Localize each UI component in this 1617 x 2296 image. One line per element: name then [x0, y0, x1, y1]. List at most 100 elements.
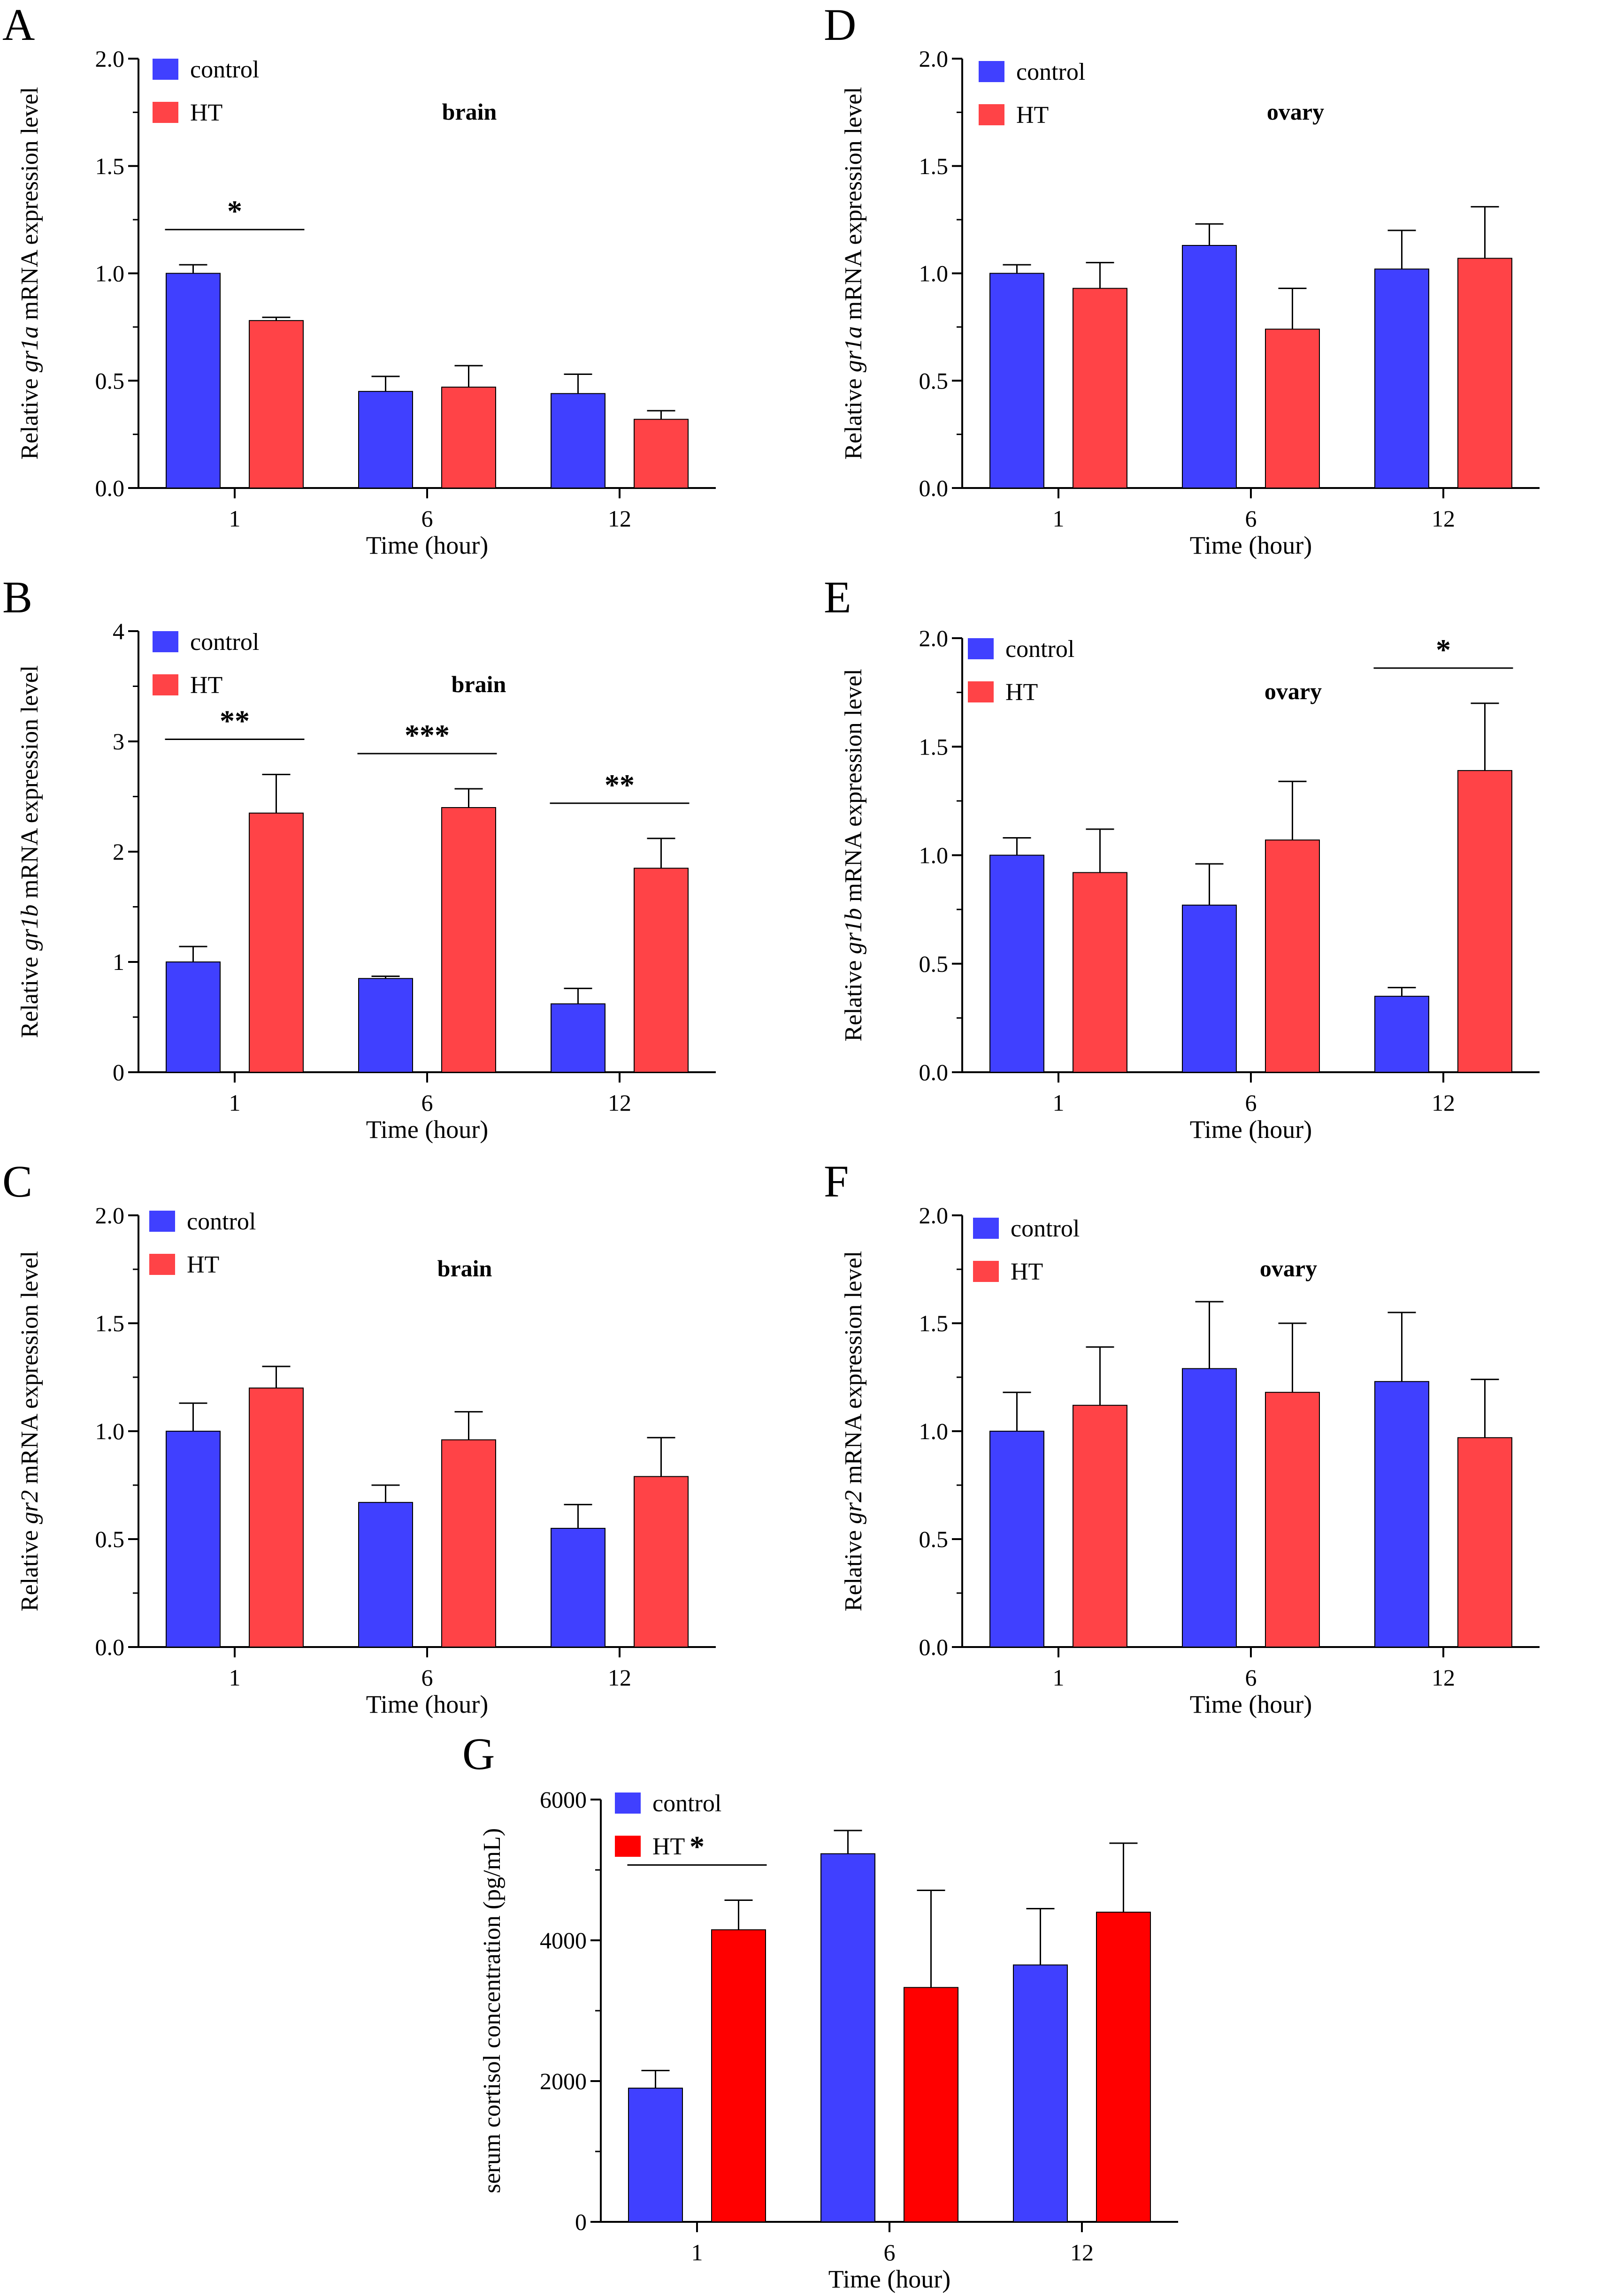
- panel-title: brain: [437, 1255, 492, 1281]
- y-axis-label-gene: gr2: [840, 1490, 867, 1524]
- y-tick-label: 2.0: [919, 625, 949, 651]
- y-axis-label: Relative gr1b mRNA expression level: [840, 669, 867, 1041]
- y-axis-label: Relative gr2 mRNA expression level: [16, 1251, 43, 1611]
- legend-label-ht: HT: [190, 99, 222, 126]
- bar-control-1: [166, 1431, 221, 1648]
- panel-letter: D: [824, 0, 856, 50]
- panel-g: G 0 2000 4000 6000 1 6 12 * Time (hour) serum cort…: [462, 1729, 1178, 2293]
- bar-ht-1: [249, 1388, 304, 1648]
- legend-swatch-control: [153, 631, 178, 652]
- y-axis-label-prefix: Relative: [840, 954, 867, 1041]
- panel-title: ovary: [1267, 99, 1324, 125]
- panel-d: D 0.0 0.5 1.0 1.5 2.0 1 6 12 Time (hour) Relative …: [824, 0, 1540, 559]
- significance-marker: ***: [405, 718, 450, 752]
- legend-swatch-control: [979, 61, 1004, 82]
- y-tick-label: 0.0: [95, 1634, 125, 1660]
- x-axis-label: Time (hour): [828, 2265, 951, 2293]
- bar-control-6: [820, 1853, 875, 2222]
- y-tick-label: 0: [113, 1059, 124, 1085]
- legend-label-ht: HT: [1011, 1259, 1043, 1285]
- bar-control-6: [1182, 904, 1237, 1073]
- x-tick-label: 6: [1245, 1664, 1257, 1691]
- x-tick-label: 6: [1245, 1090, 1257, 1116]
- x-axis-label: Time (hour): [1190, 1115, 1312, 1144]
- bar-control-12: [1374, 1381, 1429, 1648]
- legend-label-ht: HT: [652, 1833, 685, 1860]
- bar-control-6: [358, 1502, 413, 1648]
- x-axis-label: Time (hour): [1190, 1690, 1312, 1718]
- legend-label-ht: HT: [190, 672, 222, 699]
- panel-letter: G: [462, 1729, 495, 1779]
- y-axis-label: Relative gr2 mRNA expression level: [840, 1251, 867, 1611]
- legend-label-control: control: [652, 1790, 721, 1817]
- y-tick-label: 1.0: [919, 842, 949, 869]
- panel-title: ovary: [1264, 678, 1322, 704]
- legend-label-control: control: [190, 56, 259, 83]
- bar-ht-12: [1457, 1437, 1512, 1648]
- y-axis-label-prefix: Relative: [16, 1524, 43, 1611]
- legend-swatch-ht: [149, 1254, 175, 1275]
- bar-control-1: [989, 1431, 1044, 1648]
- bar-ht-6: [441, 386, 496, 488]
- y-tick-label: 1.0: [919, 260, 949, 287]
- bar-ht-6: [441, 807, 496, 1073]
- bar-ht-12: [1457, 258, 1512, 488]
- bar-ht-1: [711, 1929, 766, 2222]
- bar-control-12: [551, 1003, 605, 1073]
- y-tick-label: 0.5: [95, 367, 125, 394]
- y-tick-label: 2: [113, 839, 124, 865]
- y-tick-label: 0: [575, 2209, 587, 2235]
- y-tick-label: 1.5: [919, 733, 949, 760]
- legend-swatch-ht: [615, 1836, 641, 1857]
- bar-ht-1: [249, 320, 304, 489]
- bar-control-6: [358, 978, 413, 1073]
- significance-marker: **: [220, 704, 250, 738]
- panel-title: brain: [442, 99, 497, 125]
- x-tick-label: 1: [229, 505, 241, 532]
- panel-a: A 0.0 0.5 1.0 1.5 2.0 1 6 12 * Time (hour) Relative…: [2, 0, 716, 559]
- bar-ht-6: [441, 1439, 496, 1648]
- bar-control-6: [1182, 245, 1237, 488]
- y-tick-label: 0.0: [95, 475, 125, 501]
- y-tick-label: 0.5: [919, 951, 949, 977]
- y-tick-label: 2.0: [95, 46, 125, 72]
- legend-swatch-ht: [968, 681, 994, 702]
- legend-label-control: control: [1005, 636, 1074, 663]
- bar-control-12: [1013, 1964, 1068, 2222]
- x-axis-label: Time (hour): [366, 531, 489, 559]
- y-tick-label: 0.5: [919, 1526, 949, 1552]
- bar-ht-6: [1265, 1392, 1320, 1648]
- x-tick-label: 1: [229, 1090, 241, 1116]
- x-axis-label: Time (hour): [366, 1690, 489, 1718]
- bar-control-6: [358, 391, 413, 488]
- x-tick-label: 12: [1432, 1090, 1455, 1116]
- legend-label-ht: HT: [1005, 679, 1038, 706]
- y-tick-label: 1.5: [95, 1310, 125, 1336]
- panel-letter: E: [824, 572, 851, 622]
- bar-control-1: [989, 854, 1044, 1073]
- bar-ht-12: [634, 868, 689, 1073]
- bar-ht-6: [1265, 328, 1320, 488]
- bar-ht-1: [1073, 288, 1127, 489]
- y-tick-label: 2.0: [95, 1202, 125, 1228]
- x-tick-label: 1: [1053, 505, 1065, 532]
- x-tick-label: 6: [421, 505, 433, 532]
- legend-swatch-control: [968, 638, 994, 659]
- bar-ht-12: [634, 1476, 689, 1648]
- y-tick-label: 0.5: [919, 367, 949, 394]
- bar-control-1: [628, 2088, 683, 2222]
- y-axis-label-prefix: Relative: [16, 372, 43, 459]
- legend-swatch-ht: [973, 1261, 999, 1282]
- y-axis-label: Relative gr1a mRNA expression level: [16, 87, 43, 459]
- bar-control-1: [166, 273, 221, 488]
- bar-control-12: [1374, 996, 1429, 1073]
- y-tick-label: 1.5: [919, 153, 949, 179]
- y-tick-label: 2.0: [919, 46, 949, 72]
- panel-e: E 0.0 0.5 1.0 1.5 2.0 1 6 12 * Time (hour) Relative…: [824, 572, 1540, 1144]
- legend-label-control: control: [1016, 59, 1085, 85]
- y-axis-label: serum cortisol concentration (pg/mL): [479, 1828, 506, 2193]
- y-axis-label-prefix: serum cortisol concentration (pg/mL): [479, 1828, 506, 2193]
- x-tick-label: 12: [1432, 505, 1455, 532]
- y-tick-label: 1.0: [95, 260, 125, 287]
- legend-label-ht: HT: [1016, 102, 1049, 129]
